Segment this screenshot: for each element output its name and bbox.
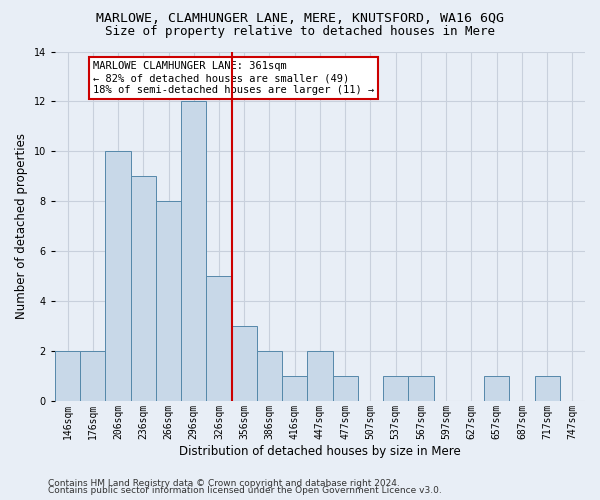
Bar [383,376,409,401]
Bar [307,351,332,401]
Bar [80,351,106,401]
Bar [106,152,131,401]
Text: Size of property relative to detached houses in Mere: Size of property relative to detached ho… [105,25,495,38]
Bar [484,376,509,401]
Bar [535,376,560,401]
X-axis label: Distribution of detached houses by size in Mere: Distribution of detached houses by size … [179,444,461,458]
Text: Contains public sector information licensed under the Open Government Licence v3: Contains public sector information licen… [48,486,442,495]
Bar [409,376,434,401]
Bar [181,102,206,401]
Text: MARLOWE CLAMHUNGER LANE: 361sqm
← 82% of detached houses are smaller (49)
18% of: MARLOWE CLAMHUNGER LANE: 361sqm ← 82% of… [93,62,374,94]
Bar [232,326,257,401]
Bar [206,276,232,401]
Bar [282,376,307,401]
Y-axis label: Number of detached properties: Number of detached properties [15,133,28,319]
Bar [131,176,156,401]
Text: MARLOWE, CLAMHUNGER LANE, MERE, KNUTSFORD, WA16 6QG: MARLOWE, CLAMHUNGER LANE, MERE, KNUTSFOR… [96,12,504,26]
Bar [55,351,80,401]
Bar [257,351,282,401]
Bar [332,376,358,401]
Text: Contains HM Land Registry data © Crown copyright and database right 2024.: Contains HM Land Registry data © Crown c… [48,478,400,488]
Bar [156,202,181,401]
